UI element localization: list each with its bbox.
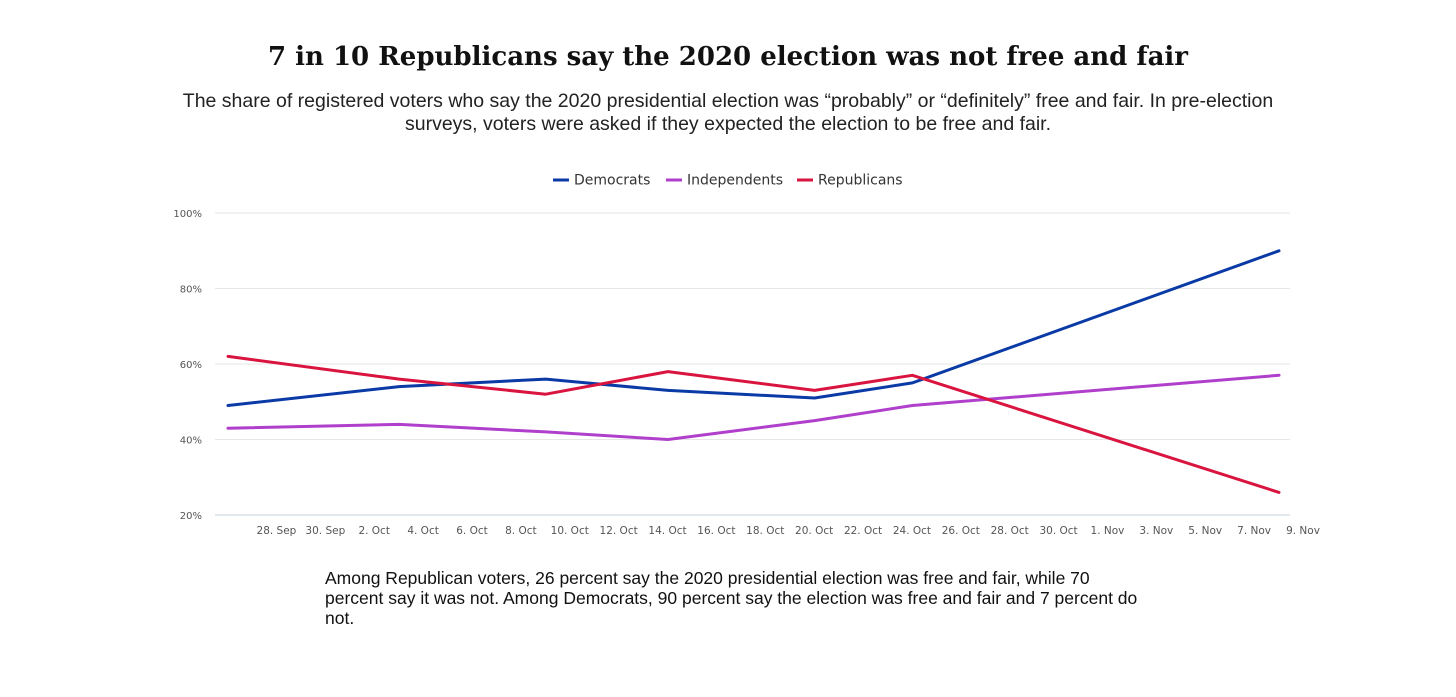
legend-item-republicans: Republicans	[797, 173, 903, 189]
x-tick-label: 12. Oct	[600, 525, 638, 537]
x-tick-label: 30. Oct	[1039, 525, 1077, 537]
chart-title: 7 in 10 Republicans say the 2020 electio…	[267, 42, 1189, 72]
x-tick-label: 24. Oct	[893, 525, 931, 537]
x-tick-label: 9. Nov	[1286, 525, 1320, 537]
y-tick-label: 100%	[173, 209, 202, 220]
legend-label: Democrats	[574, 173, 650, 189]
x-tick-label: 8. Oct	[505, 525, 537, 537]
x-tick-label: 7. Nov	[1237, 525, 1271, 537]
x-tick-label: 28. Sep	[257, 525, 297, 537]
x-axis: 28. Sep 30. Sep 2. Oct 4. Oct 6. Oct 8. Oct 10…	[257, 525, 1320, 537]
x-tick-label: 28. Oct	[991, 525, 1029, 537]
legend-label: Independents	[687, 173, 783, 189]
series-line-independents	[226, 373, 1281, 441]
x-tick-label: 16. Oct	[697, 525, 735, 537]
y-tick-label: 20%	[180, 511, 202, 522]
x-tick-label: 3. Nov	[1139, 525, 1173, 537]
grid-lines	[215, 212, 1290, 516]
x-tick-label: 1. Nov	[1091, 525, 1125, 537]
chart-subtitle: The share of registered voters who say t…	[182, 90, 1274, 135]
x-tick-label: 5. Nov	[1188, 525, 1222, 537]
series-line-republicans	[226, 354, 1281, 494]
legend-label: Republicans	[818, 173, 903, 189]
series-lines	[226, 249, 1281, 494]
x-tick-label: 26. Oct	[942, 525, 980, 537]
x-tick-label: 22. Oct	[844, 525, 882, 537]
x-tick-label: 20. Oct	[795, 525, 833, 537]
x-tick-label: 10. Oct	[551, 525, 589, 537]
legend: Democrats Independents Republicans	[553, 173, 903, 189]
y-tick-label: 60%	[180, 360, 202, 371]
y-tick-label: 80%	[180, 285, 202, 296]
series-line-democrats	[226, 249, 1281, 407]
line-chart: Democrats Independents Republicans 20% 40% 6…	[173, 173, 1320, 538]
x-tick-label: 18. Oct	[746, 525, 784, 537]
chart-note: Among Republican voters, 26 percent say …	[325, 568, 1138, 628]
x-tick-label: 6. Oct	[456, 525, 488, 537]
y-tick-label: 40%	[180, 436, 202, 447]
x-tick-label: 4. Oct	[407, 525, 439, 537]
legend-item-democrats: Democrats	[553, 173, 650, 189]
x-tick-label: 14. Oct	[648, 525, 686, 537]
y-axis: 20% 40% 60% 80% 100%	[173, 209, 202, 522]
legend-item-independents: Independents	[666, 173, 783, 189]
x-tick-label: 30. Sep	[305, 525, 345, 537]
x-tick-label: 2. Oct	[358, 525, 390, 537]
